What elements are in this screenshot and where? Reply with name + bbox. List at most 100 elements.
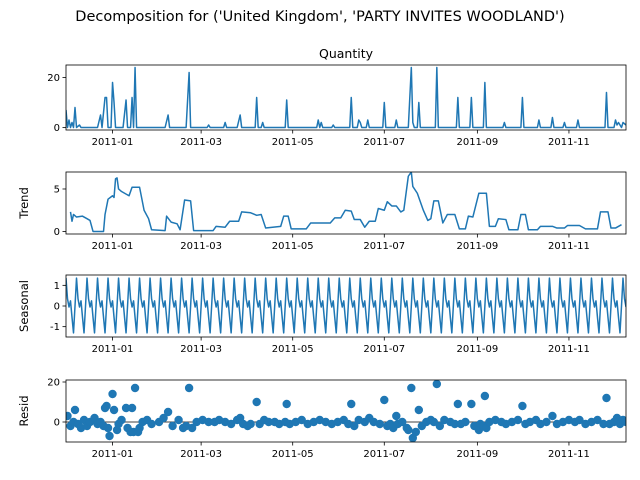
resid-point: [159, 413, 168, 423]
seasonal-panel: -1 0 1 2011-01 2011-03 2011-05 2011-07 2011-09 2…: [17, 274, 627, 355]
x-tick-label: 2011-01: [92, 241, 134, 252]
resid-point: [398, 417, 407, 427]
x-tick-label: 2011-07: [363, 137, 405, 148]
resid-point: [147, 419, 156, 429]
seasonal-ylabel: Seasonal: [17, 280, 31, 332]
resid-point: [375, 419, 384, 429]
observed-panel-title: Quantity: [319, 46, 374, 61]
resid-point: [204, 417, 213, 427]
resid-point: [117, 415, 126, 425]
resid-point: [264, 417, 273, 427]
y-tick-label: 1: [54, 281, 60, 292]
trend-series-line: [69, 172, 622, 233]
x-tick-label: 2011-07: [363, 241, 405, 252]
resid-point: [407, 383, 416, 393]
resid-point: [429, 417, 439, 427]
y-tick-label: 0: [54, 227, 60, 238]
x-tick-label: 2011-09: [456, 449, 498, 460]
resid-point: [350, 421, 359, 431]
resid-point: [163, 407, 173, 417]
resid-point: [602, 393, 611, 403]
resid-point: [467, 399, 476, 409]
y-tick-label: 20: [47, 378, 60, 389]
resid-point: [435, 421, 445, 431]
x-tick-label: 2011-11: [548, 241, 590, 252]
resid-point: [548, 411, 557, 421]
resid-point: [480, 391, 490, 401]
resid-point: [184, 383, 194, 393]
observed-series-line: [66, 66, 626, 129]
x-tick-label: 2011-09: [456, 137, 498, 148]
resid-point: [130, 383, 140, 393]
resid-point: [105, 431, 114, 441]
x-tick-label: 2011-07: [363, 449, 405, 460]
x-tick-label: 2011-05: [272, 241, 314, 252]
resid-point: [246, 419, 255, 429]
resid-point: [518, 401, 527, 411]
resid-point: [108, 389, 117, 399]
trend-ylabel: Trend: [17, 187, 31, 219]
resid-point: [347, 399, 356, 409]
y-tick-label: -1: [50, 322, 60, 333]
resid-point: [109, 405, 119, 415]
resid-point: [102, 401, 111, 411]
x-tick-label: 2011-09: [456, 344, 498, 355]
resid-point: [411, 427, 421, 437]
trend-axes-frame: [65, 171, 627, 235]
x-tick-label: 2011-05: [272, 137, 314, 148]
resid-point: [380, 395, 389, 405]
x-tick-label: 2011-11: [548, 449, 590, 460]
y-tick-label: 0: [54, 302, 60, 313]
resid-point: [103, 423, 113, 433]
x-tick-label: 2011-03: [180, 137, 222, 148]
resid-point: [414, 405, 424, 415]
resid-point: [174, 415, 183, 425]
x-tick-label: 2011-07: [363, 344, 405, 355]
resid-point: [127, 403, 137, 413]
x-tick-label: 2011-01: [92, 449, 134, 460]
resid-point: [121, 403, 131, 413]
resid-ylabel: Resid: [17, 395, 31, 426]
figure-title: Decomposition for ('United Kingdom', 'PA…: [75, 9, 564, 25]
y-tick-label: 0: [54, 418, 60, 429]
resid-point: [542, 417, 551, 427]
trend-plot-area: [69, 172, 622, 233]
resid-point: [297, 415, 306, 425]
resid-point: [168, 421, 177, 431]
seasonal-series-line: [66, 277, 626, 334]
y-tick-label: 20: [47, 73, 60, 84]
resid-point: [461, 417, 470, 427]
x-tick-label: 2011-01: [92, 344, 134, 355]
resid-point: [404, 425, 413, 435]
resid-plot-area: [66, 380, 626, 442]
x-tick-label: 2011-05: [272, 344, 314, 355]
seasonal-plot-area: [66, 277, 626, 334]
x-tick-label: 2011-11: [548, 344, 590, 355]
resid-panel: 0 20 2011-01 2011-03 2011-05 2011-07 2011-09 20…: [17, 378, 627, 460]
observed-plot-area: [66, 66, 626, 129]
x-tick-label: 2011-03: [180, 449, 222, 460]
resid-point: [450, 419, 460, 429]
observed-axes-frame: [65, 64, 627, 131]
x-tick-label: 2011-09: [456, 241, 498, 252]
resid-point: [70, 405, 80, 415]
resid-point: [187, 423, 197, 433]
resid-point: [226, 419, 236, 429]
resid-point: [392, 411, 401, 421]
resid-point: [599, 419, 608, 429]
y-tick-label: 0: [54, 123, 60, 134]
resid-point: [252, 397, 261, 407]
resid-point: [453, 399, 463, 409]
resid-axes-frame: [65, 379, 627, 443]
resid-point: [282, 399, 291, 409]
resid-point: [593, 415, 602, 425]
y-tick-label: 5: [54, 184, 60, 195]
resid-point: [621, 417, 626, 427]
x-tick-label: 2011-03: [180, 241, 222, 252]
x-tick-label: 2011-03: [180, 344, 222, 355]
resid-point: [575, 415, 584, 425]
resid-point: [432, 380, 442, 389]
x-tick-label: 2011-11: [548, 137, 590, 148]
resid-point: [66, 411, 72, 421]
